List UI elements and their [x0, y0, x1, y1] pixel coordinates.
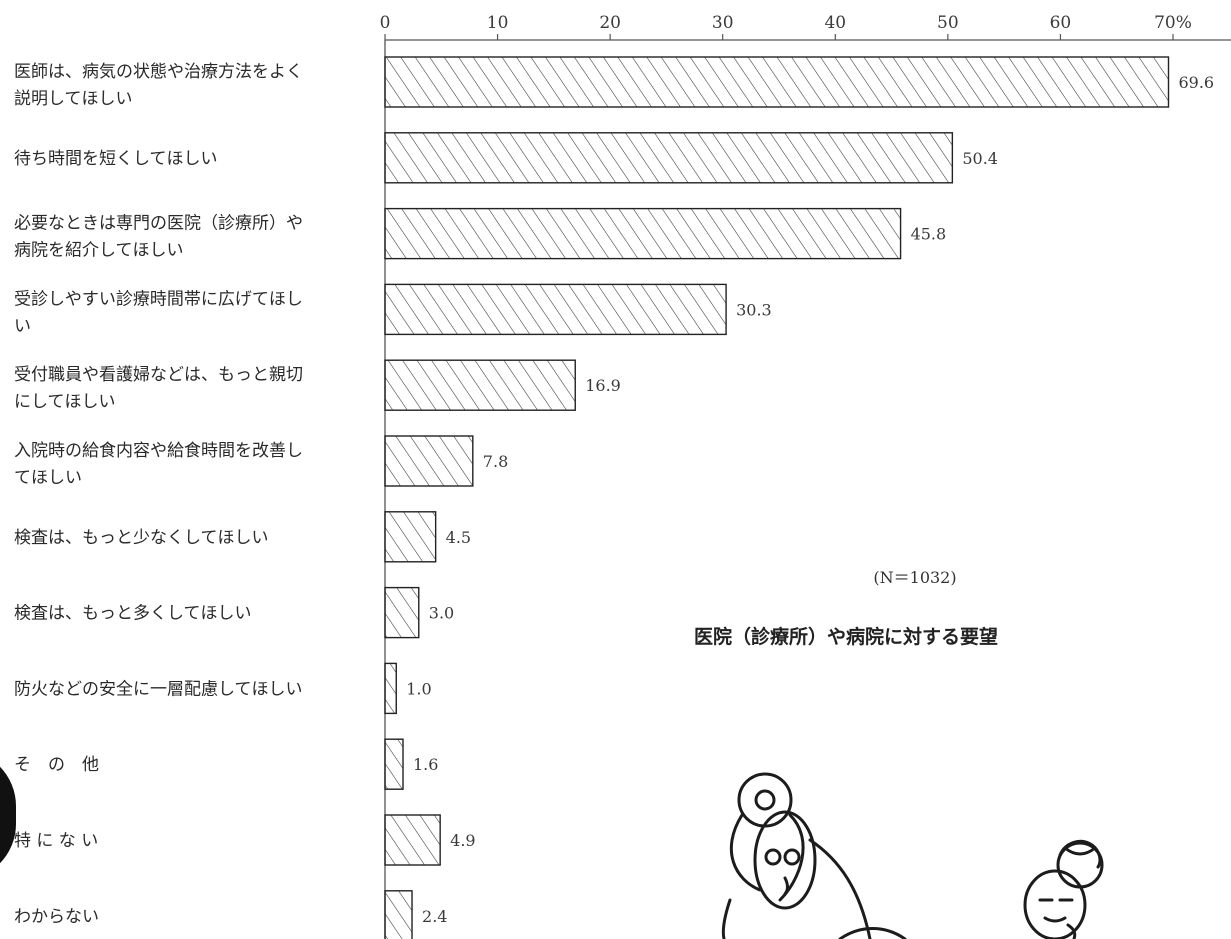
bar	[384, 511, 437, 563]
category-label: 説明してほしい	[14, 89, 133, 109]
bar-value-label: 1.6	[413, 755, 438, 774]
sample-size-note: (N＝1032)	[873, 568, 956, 587]
bar	[384, 814, 441, 866]
category-label: 入院時の給食内容や給食時間を改善し	[14, 441, 303, 461]
chart-title: 医院（診療所）や病院に対する要望	[694, 625, 998, 648]
category-label: 検査は、もっと多くしてほしい	[14, 604, 252, 624]
category-label: い	[14, 316, 31, 336]
bar	[384, 738, 404, 790]
category-label: 待ち時間を短くしてほしい	[14, 149, 218, 169]
bar-value-label: 3.0	[429, 604, 454, 623]
category-label: 病院を紹介してほしい	[14, 241, 184, 261]
x-tick-label: 30	[712, 13, 734, 33]
category-label: 受付職員や看護婦などは、もっと親切	[14, 365, 303, 385]
category-label: にしてほしい	[14, 392, 116, 412]
category-label: 検査は、もっと少なくしてほしい	[14, 528, 269, 548]
bar	[384, 283, 727, 336]
bar-value-label: 69.6	[1178, 73, 1214, 92]
category-label: てほしい	[14, 468, 82, 488]
bar-value-label: 30.3	[736, 300, 772, 319]
x-tick-label: 50	[937, 13, 959, 33]
bar-value-label: 50.4	[962, 149, 998, 168]
bar	[384, 586, 420, 639]
category-label: わからない	[14, 907, 99, 927]
bar-value-label: 4.5	[446, 528, 471, 547]
bar-value-label: 1.0	[406, 679, 431, 698]
x-tick-label: 0	[380, 13, 391, 33]
bar	[384, 662, 397, 715]
bar-value-label: 2.4	[422, 907, 447, 926]
category-label: 受診しやすい診療時間帯に広げてほし	[14, 289, 303, 309]
doctor-illustration	[721, 772, 907, 939]
x-tick-label: 70%	[1154, 13, 1192, 33]
bar	[384, 56, 1170, 108]
bar	[384, 890, 413, 939]
category-label: 防火などの安全に一層配慮してほしい	[14, 679, 303, 699]
x-tick-label: 40	[824, 13, 846, 33]
patient-illustration	[1023, 839, 1104, 939]
bar	[384, 132, 954, 184]
bar-value-label: 16.9	[585, 376, 621, 395]
category-label: 必要なときは専門の医院（診療所）や	[14, 214, 303, 234]
bar-value-label: 45.8	[911, 225, 947, 244]
bar-value-label: 7.8	[483, 452, 508, 471]
category-label: 特 に な い	[14, 831, 98, 851]
bar	[384, 207, 902, 260]
bar	[384, 435, 474, 487]
category-label: 医師は、病気の状態や治療方法をよく	[14, 62, 303, 82]
bar-value-label: 4.9	[450, 831, 475, 850]
bar	[384, 359, 576, 411]
x-tick-label: 60	[1050, 13, 1072, 33]
x-tick-label: 20	[599, 13, 621, 33]
category-label: そ の 他	[14, 755, 99, 775]
x-tick-label: 10	[487, 13, 509, 33]
